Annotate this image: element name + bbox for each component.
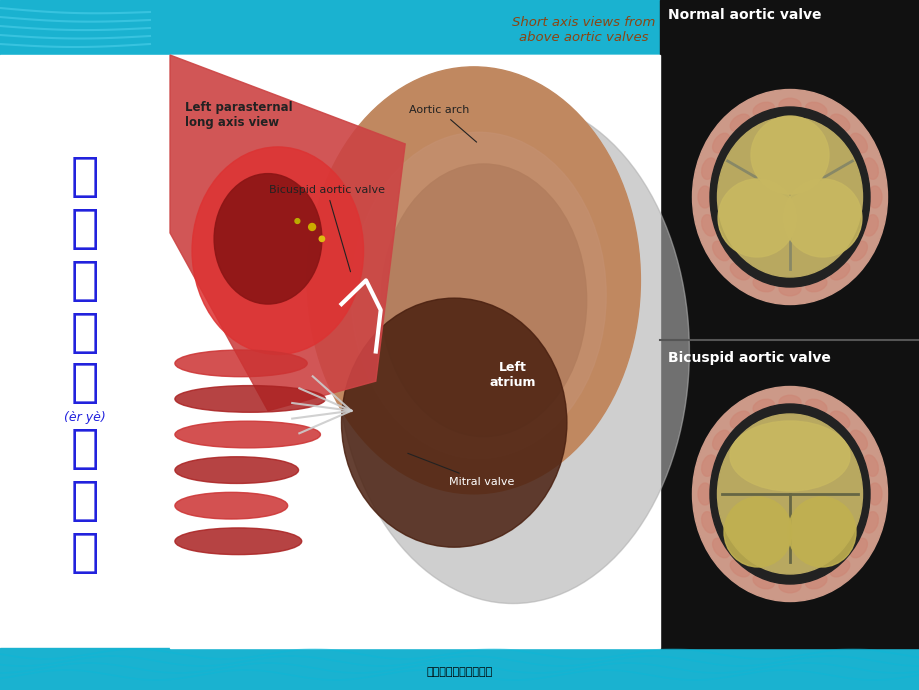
Text: 第三页，共三十四页。: 第三页，共三十四页。: [426, 667, 493, 677]
Ellipse shape: [778, 579, 800, 593]
Text: 先: 先: [71, 155, 99, 201]
Text: 性: 性: [71, 259, 99, 304]
Ellipse shape: [712, 241, 729, 261]
Ellipse shape: [717, 117, 862, 277]
Ellipse shape: [698, 186, 711, 208]
Ellipse shape: [862, 158, 878, 179]
Ellipse shape: [723, 497, 791, 567]
Ellipse shape: [307, 67, 640, 494]
Ellipse shape: [709, 107, 869, 287]
Ellipse shape: [351, 132, 606, 458]
Bar: [170, 55, 659, 648]
Ellipse shape: [849, 133, 867, 153]
Ellipse shape: [192, 147, 363, 355]
Ellipse shape: [730, 263, 749, 280]
Ellipse shape: [712, 431, 729, 450]
Ellipse shape: [701, 512, 716, 533]
Ellipse shape: [175, 493, 288, 519]
Ellipse shape: [701, 158, 716, 179]
Ellipse shape: [336, 99, 688, 604]
Ellipse shape: [783, 179, 861, 257]
Bar: [0, 0, 919, 55]
Ellipse shape: [692, 90, 887, 304]
Text: 叶: 叶: [71, 362, 99, 406]
Ellipse shape: [829, 263, 849, 280]
Ellipse shape: [753, 102, 774, 117]
Ellipse shape: [729, 421, 849, 491]
Ellipse shape: [849, 241, 867, 261]
Ellipse shape: [175, 528, 301, 555]
Text: 奚: 奚: [71, 480, 99, 524]
Ellipse shape: [849, 431, 867, 450]
Ellipse shape: [175, 350, 307, 377]
Ellipse shape: [341, 298, 566, 547]
Text: Aortic arch: Aortic arch: [409, 105, 476, 142]
Ellipse shape: [698, 483, 711, 505]
Text: 天: 天: [71, 208, 99, 253]
Point: [314, 233, 329, 244]
Ellipse shape: [701, 455, 716, 476]
Ellipse shape: [778, 395, 800, 409]
Point: [289, 215, 304, 226]
Ellipse shape: [829, 114, 849, 131]
Ellipse shape: [753, 277, 774, 292]
Text: Bicuspid aortic valve: Bicuspid aortic valve: [667, 351, 830, 365]
Text: 二: 二: [71, 311, 99, 357]
Text: Mitral valve: Mitral valve: [407, 453, 514, 487]
Ellipse shape: [692, 386, 887, 602]
Ellipse shape: [175, 386, 325, 413]
Ellipse shape: [829, 560, 849, 577]
Text: (èr yè): (èr yè): [64, 411, 106, 424]
Ellipse shape: [709, 404, 869, 584]
Text: 形: 形: [71, 531, 99, 577]
Ellipse shape: [750, 116, 828, 194]
Ellipse shape: [701, 215, 716, 236]
Ellipse shape: [867, 186, 881, 208]
Ellipse shape: [862, 455, 878, 476]
Ellipse shape: [712, 538, 729, 558]
Ellipse shape: [788, 497, 855, 567]
Ellipse shape: [380, 164, 586, 437]
Ellipse shape: [753, 574, 774, 589]
Ellipse shape: [214, 174, 322, 304]
Ellipse shape: [805, 574, 826, 589]
Ellipse shape: [778, 282, 800, 296]
Ellipse shape: [778, 98, 800, 112]
Text: 瓣: 瓣: [71, 428, 99, 473]
Bar: [0, 55, 919, 648]
Point: [304, 221, 319, 233]
Text: Short axis views from
above aortic valves: Short axis views from above aortic valve…: [511, 16, 654, 44]
Ellipse shape: [849, 538, 867, 558]
Ellipse shape: [175, 421, 320, 448]
Polygon shape: [170, 55, 404, 411]
Text: Left ventricle: Left ventricle: [223, 564, 317, 578]
Ellipse shape: [862, 512, 878, 533]
Text: Normal aortic valve: Normal aortic valve: [667, 8, 821, 22]
Ellipse shape: [175, 457, 298, 484]
Bar: [659, 0, 919, 648]
Ellipse shape: [862, 215, 878, 236]
Ellipse shape: [712, 133, 729, 153]
Text: Left parasternal
long axis view: Left parasternal long axis view: [185, 101, 292, 129]
Ellipse shape: [753, 400, 774, 414]
Ellipse shape: [805, 400, 826, 414]
Text: Left
atrium: Left atrium: [489, 362, 536, 389]
Text: Bicuspid aortic valve: Bicuspid aortic valve: [268, 185, 384, 272]
Ellipse shape: [805, 277, 826, 292]
Ellipse shape: [805, 102, 826, 117]
Ellipse shape: [730, 114, 749, 131]
Ellipse shape: [829, 411, 849, 428]
Ellipse shape: [717, 414, 862, 574]
Ellipse shape: [867, 483, 881, 505]
Ellipse shape: [718, 179, 795, 257]
Ellipse shape: [730, 560, 749, 577]
Ellipse shape: [730, 411, 749, 428]
Bar: [0, 648, 919, 690]
